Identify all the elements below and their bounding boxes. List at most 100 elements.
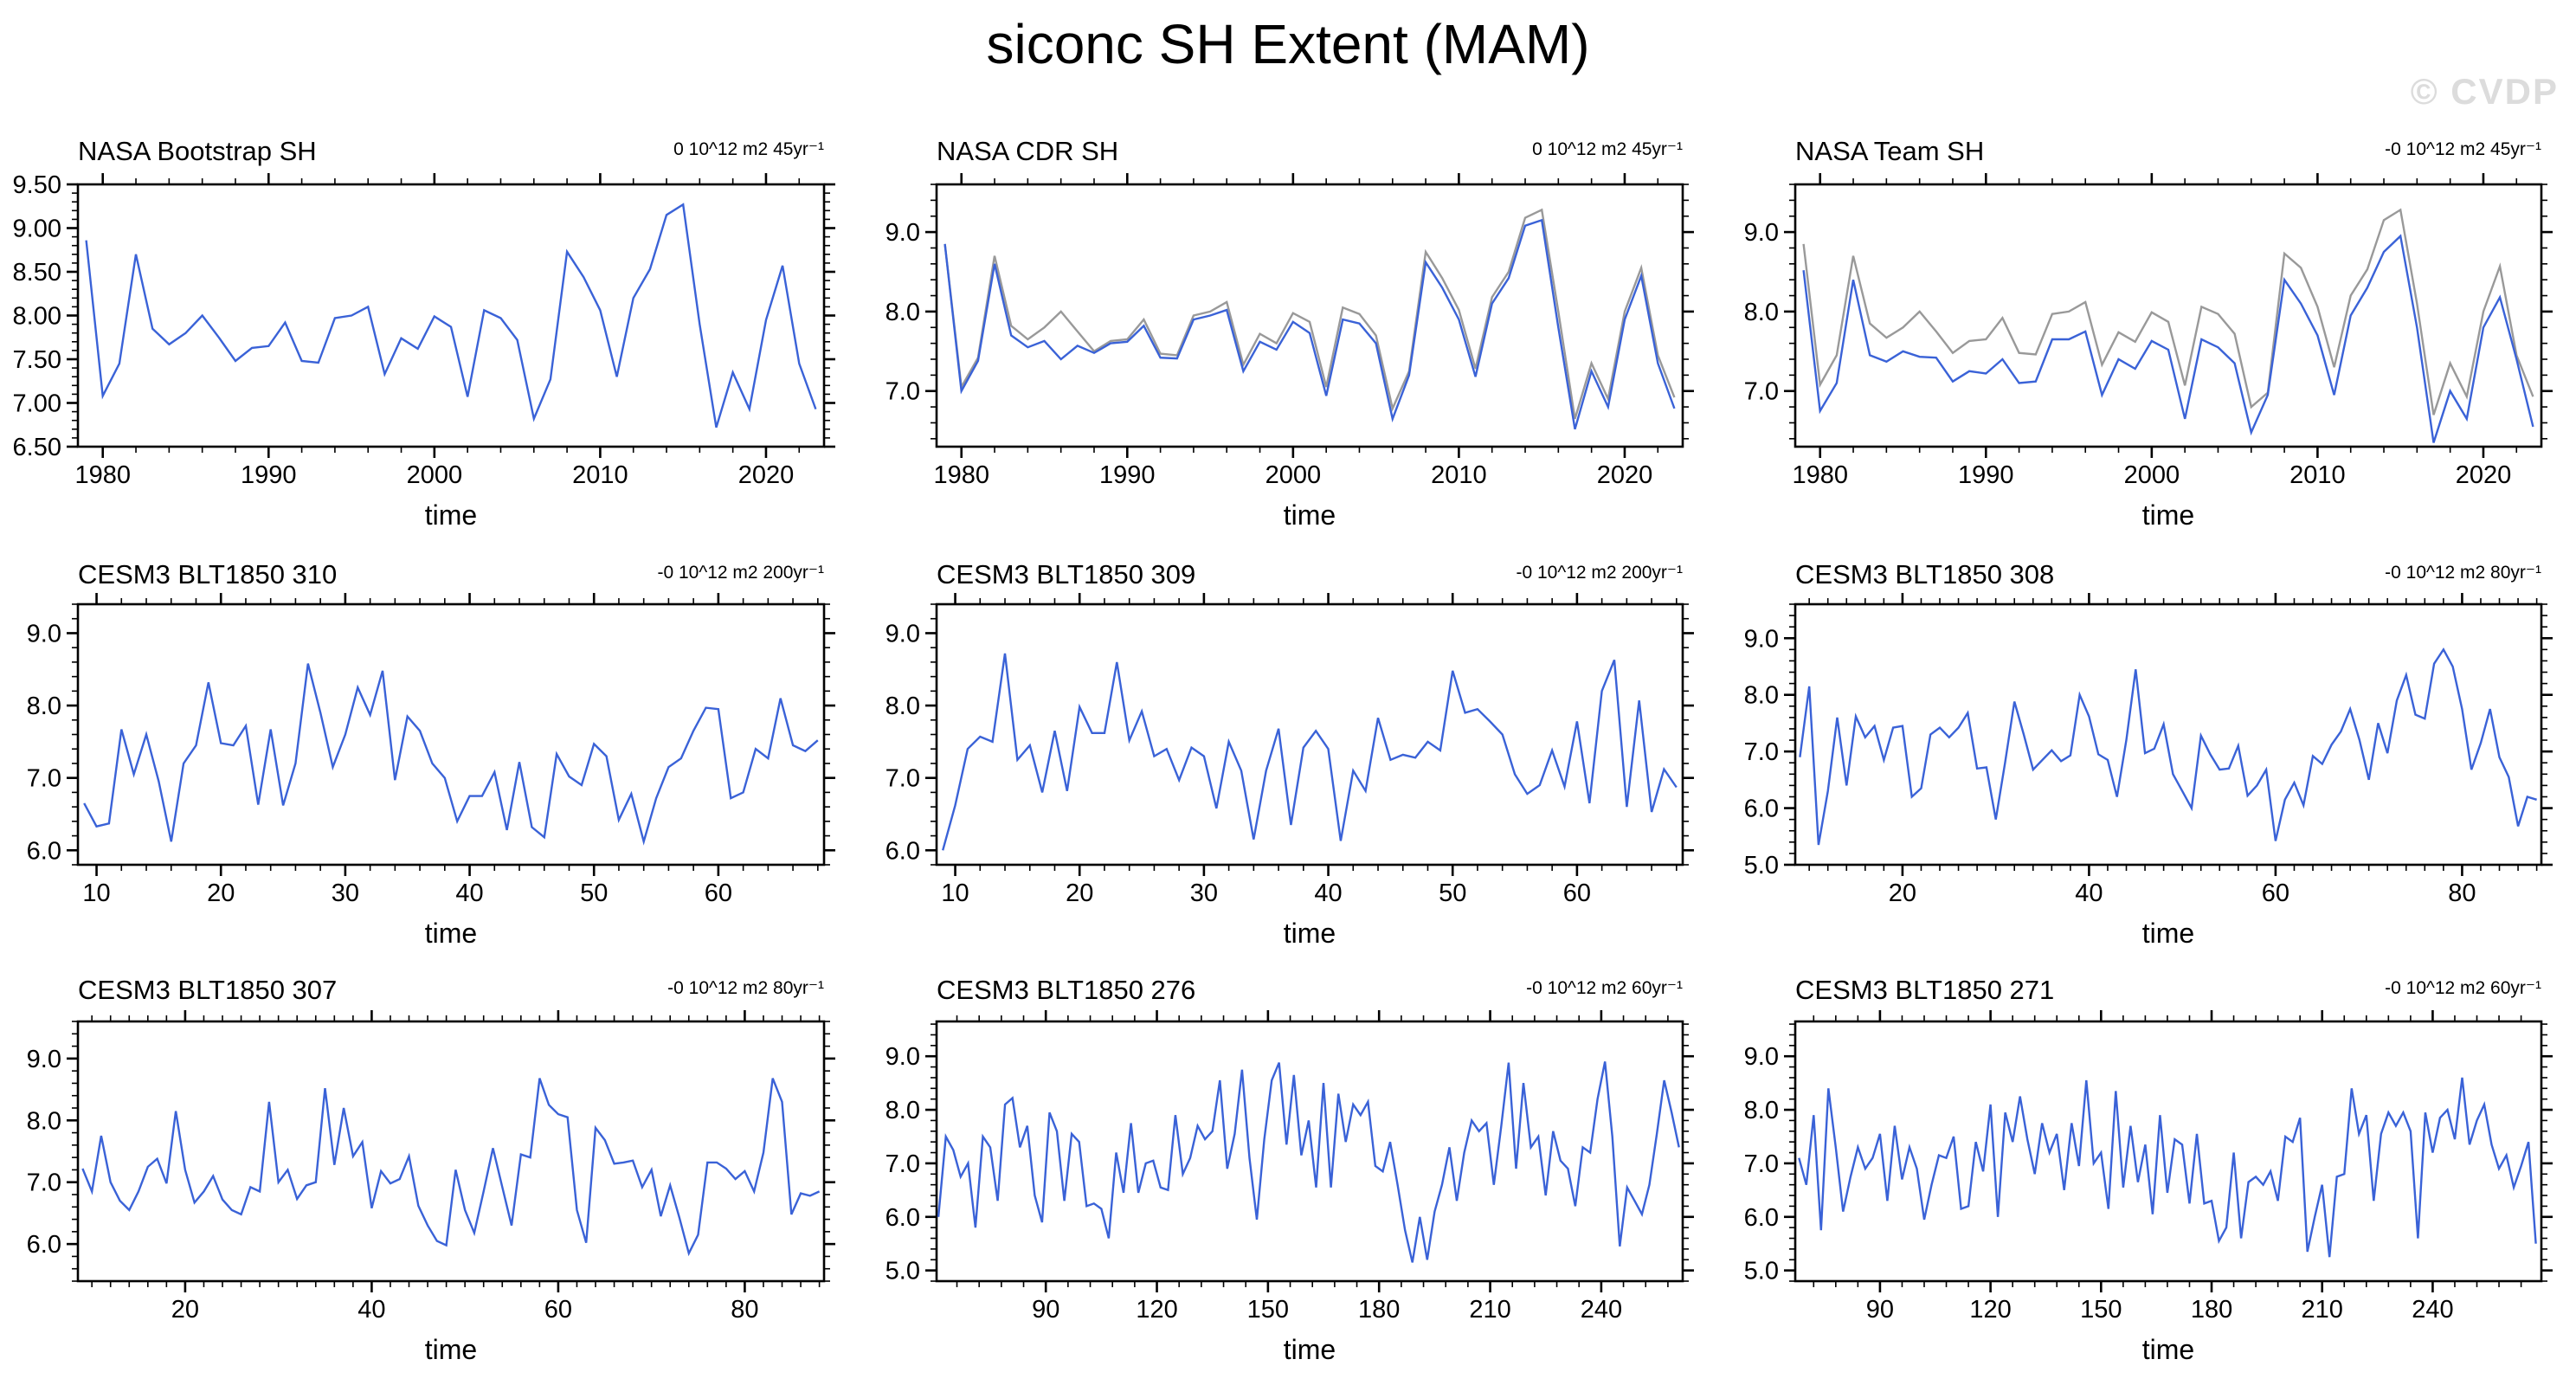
- x-tick-label: 40: [1314, 879, 1342, 907]
- x-tick-label: 80: [2448, 879, 2476, 907]
- x-tick-label: 40: [455, 879, 483, 907]
- page-title: siconc SH Extent (MAM): [986, 13, 1590, 75]
- panel-units: -0 10^12 m2 60yr⁻¹: [1526, 978, 1683, 998]
- y-tick-label: 6.0: [886, 1204, 920, 1232]
- x-axis-label: time: [2142, 1334, 2194, 1365]
- panel-units: -0 10^12 m2 45yr⁻¹: [2385, 139, 2541, 159]
- x-tick-label: 2000: [2124, 461, 2180, 489]
- x-tick-label: 20: [1889, 879, 1916, 907]
- plot-frame: [935, 1020, 1684, 1283]
- panel-title: CESM3 BLT1850 307: [78, 978, 337, 1005]
- panel-units: -0 10^12 m2 60yr⁻¹: [2385, 978, 2541, 998]
- chart-panel-4: 10 20 30 40 50 60 6.0 7.0 8.0 9.0 CESM3 BLT1850 31…: [0, 563, 859, 978]
- y-tick-label: 9.00: [13, 216, 61, 243]
- x-tick-label: 30: [1190, 879, 1218, 907]
- panel-units: -0 10^12 m2 80yr⁻¹: [2385, 563, 2541, 583]
- x-tick-label: 20: [1066, 879, 1093, 907]
- plot-frame: [1794, 183, 2543, 448]
- y-tick-label: 6.0: [886, 837, 920, 865]
- panel-units: 0 10^12 m2 45yr⁻¹: [673, 139, 824, 159]
- x-tick-label: 1980: [74, 461, 131, 489]
- x-axis-label: time: [1284, 918, 1336, 949]
- x-tick-label: 2010: [2289, 461, 2346, 489]
- plot-frame: [76, 602, 826, 867]
- x-tick-label: 1980: [933, 461, 989, 489]
- y-tick-label: 7.0: [1744, 738, 1779, 766]
- y-tick-label: 9.0: [1744, 1043, 1779, 1071]
- y-tick-label: 7.00: [13, 390, 61, 418]
- panel-units: -0 10^12 m2 200yr⁻¹: [1516, 563, 1683, 583]
- plot-frame: [1794, 602, 2543, 867]
- y-tick-label: 7.0: [27, 765, 61, 793]
- x-tick-label: 1980: [1792, 461, 1848, 489]
- panel-units: 0 10^12 m2 45yr⁻¹: [1532, 139, 1683, 159]
- x-axis-label: time: [2142, 499, 2194, 531]
- panel-title: NASA Team SH: [1795, 136, 1984, 166]
- x-tick-label: 2010: [1431, 461, 1487, 489]
- x-tick-label: 1990: [1958, 461, 2014, 489]
- x-tick-label: 40: [357, 1296, 385, 1324]
- x-tick-label: 2020: [738, 461, 795, 489]
- x-tick-label: 150: [2080, 1296, 2122, 1324]
- y-tick-label: 8.0: [886, 299, 920, 326]
- y-tick-label: 8.0: [27, 693, 61, 720]
- panel-units: -0 10^12 m2 80yr⁻¹: [667, 978, 824, 998]
- y-tick-label: 9.50: [13, 171, 61, 199]
- x-tick-label: 180: [2191, 1296, 2232, 1324]
- y-tick-label: 8.0: [1744, 299, 1779, 326]
- x-tick-label: 50: [580, 879, 608, 907]
- chart-svg: 1980 1990 2000 2010 2020 7.0 8.0 9.0 NASA CDR SH…: [886, 136, 1694, 531]
- series-line-blue: [943, 218, 1676, 430]
- chart-panel-1: 1980 1990 2000 2010 2020 6.50 7.00 7.50 8.00 8.50…: [0, 113, 859, 563]
- y-tick-label: 9.0: [27, 1046, 61, 1073]
- y-tick-label: 7.0: [886, 765, 920, 793]
- x-tick-label: 120: [1136, 1296, 1177, 1324]
- chart-panel-3: 1980 1990 2000 2010 2020 7.0 8.0 9.0 NASA Team S…: [1717, 113, 2576, 563]
- x-tick-label: 180: [1358, 1296, 1400, 1324]
- chart-panel-5: 10 20 30 40 50 60 6.0 7.0 8.0 9.0 CESM3 BLT1850 30…: [859, 563, 1717, 978]
- x-tick-label: 2020: [2456, 461, 2512, 489]
- chart-svg: 20 40 60 80 6.0 7.0 8.0 9.0 CESM3 BLT1850 307 -0 …: [27, 978, 835, 1365]
- y-tick-label: 7.0: [886, 1150, 920, 1178]
- panel-title: CESM3 BLT1850 308: [1795, 563, 2054, 589]
- x-axis-label: time: [425, 1334, 477, 1365]
- y-tick-label: 8.0: [27, 1107, 61, 1135]
- y-tick-label: 5.0: [1744, 852, 1779, 879]
- x-axis-label: time: [425, 499, 477, 531]
- y-tick-label: 6.0: [27, 837, 61, 865]
- chart-svg: 10 20 30 40 50 60 6.0 7.0 8.0 9.0 CESM3 BLT1850 31…: [27, 563, 835, 949]
- x-tick-label: 1990: [241, 461, 297, 489]
- panel-title: CESM3 BLT1850 310: [78, 563, 337, 589]
- page-header: siconc SH Extent (MAM) © CVDP: [0, 0, 2576, 113]
- y-tick-label: 9.0: [27, 620, 61, 647]
- y-tick-label: 7.0: [1744, 378, 1779, 406]
- chart-svg: 90 120 150 180 210 240 5.0 6.0 7.0 8.0 9.0 CESM3 BL…: [1744, 978, 2553, 1365]
- x-tick-label: 90: [1866, 1296, 1894, 1324]
- chart-panel-6: 20 40 60 80 5.0 6.0 7.0 8.0 9.0 CESM3 BLT1850 308…: [1717, 563, 2576, 978]
- y-tick-label: 9.0: [886, 1043, 920, 1071]
- plot-frame: [76, 1020, 826, 1283]
- y-tick-label: 7.0: [1744, 1150, 1779, 1178]
- x-tick-label: 30: [332, 879, 359, 907]
- chart-svg: 20 40 60 80 5.0 6.0 7.0 8.0 9.0 CESM3 BLT1850 308…: [1744, 563, 2553, 949]
- x-tick-label: 60: [1563, 879, 1591, 907]
- chart-svg: 1980 1990 2000 2010 2020 6.50 7.00 7.50 8.00 8.50…: [13, 136, 835, 531]
- panel-title: NASA CDR SH: [937, 136, 1118, 166]
- x-tick-label: 10: [941, 879, 969, 907]
- y-tick-label: 8.0: [886, 1097, 920, 1124]
- y-tick-label: 9.0: [886, 620, 920, 647]
- panel-title: CESM3 BLT1850 271: [1795, 978, 2054, 1005]
- y-tick-label: 8.50: [13, 259, 61, 287]
- series-line-blue: [937, 1061, 1680, 1263]
- series-line-blue: [1798, 1077, 2537, 1258]
- series-line-blue: [1802, 234, 2534, 443]
- plot-frame: [935, 183, 1684, 448]
- charts-grid: 1980 1990 2000 2010 2020 6.50 7.00 7.50 8.00 8.50…: [0, 113, 2576, 1398]
- chart-svg: 1980 1990 2000 2010 2020 7.0 8.0 9.0 NASA Team S…: [1744, 136, 2553, 531]
- chart-panel-9: 90 120 150 180 210 240 5.0 6.0 7.0 8.0 9.0 CESM3 BL…: [1717, 978, 2576, 1398]
- x-tick-label: 210: [1469, 1296, 1510, 1324]
- y-tick-label: 8.0: [1744, 1097, 1779, 1124]
- series-line-blue: [1799, 647, 2537, 846]
- series-line-blue: [83, 663, 819, 846]
- x-axis-label: time: [1284, 499, 1336, 531]
